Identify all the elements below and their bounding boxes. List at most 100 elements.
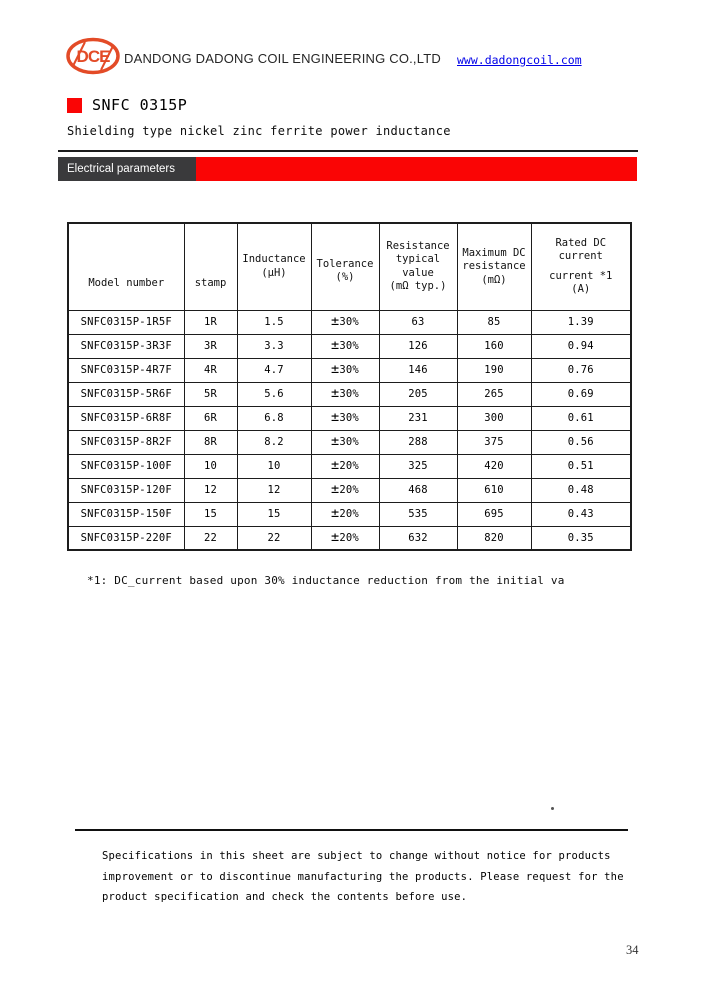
table-row: SNFC0315P-3R3F 3R 3.3 ±30% 126 160 0.94 <box>67 333 632 359</box>
table-cell: 0.43 <box>530 501 632 527</box>
plus-minus-sign: ± <box>331 385 340 401</box>
table-cell: 468 <box>378 477 458 503</box>
table-cell: SNFC0315P-3R3F <box>67 333 185 359</box>
table-cell: 0.48 <box>530 477 632 503</box>
table-cell: 1R <box>183 309 238 335</box>
plus-minus-sign: ± <box>331 457 340 473</box>
table-cell: 1.39 <box>530 309 632 335</box>
table-cell: 420 <box>456 453 532 479</box>
table-cell: 375 <box>456 429 532 455</box>
table-cell: 325 <box>378 453 458 479</box>
table-row: SNFC0315P-120F 12 12 ±20% 468 610 0.48 <box>67 477 632 503</box>
table-cell: 0.51 <box>530 453 632 479</box>
product-model-title: SNFC 0315P <box>92 96 188 114</box>
table-cell: 535 <box>378 501 458 527</box>
table-cell: 0.94 <box>530 333 632 359</box>
disclaimer-line: Specifications in this sheet are subject… <box>102 850 611 862</box>
table-cell: 205 <box>378 381 458 407</box>
table-cell: ±30% <box>310 429 380 455</box>
table-cell: 22 <box>236 525 312 551</box>
table-cell: 146 <box>378 357 458 383</box>
table-cell: 22 <box>183 525 238 551</box>
table-cell: 3R <box>183 333 238 359</box>
table-row: SNFC0315P-8R2F 8R 8.2 ±30% 288 375 0.56 <box>67 429 632 455</box>
table-cell: 0.35 <box>530 525 632 551</box>
disclaimer-line: product specification and check the cont… <box>102 891 468 903</box>
table-cell: SNFC0315P-150F <box>67 501 185 527</box>
table-header-row: Model number stamp Inductance (μH) Tolera… <box>67 222 632 311</box>
stray-dot <box>551 807 554 810</box>
table-cell: 6.8 <box>236 405 312 431</box>
plus-minus-sign: ± <box>331 481 340 497</box>
table-cell: 610 <box>456 477 532 503</box>
table-cell: SNFC0315P-4R7F <box>67 357 185 383</box>
table-row: SNFC0315P-220F 22 22 ±20% 632 820 0.35 <box>67 525 632 551</box>
table-cell: 12 <box>183 477 238 503</box>
section-banner-red-bar <box>196 157 637 181</box>
table-cell: ±20% <box>310 453 380 479</box>
table-cell: 190 <box>456 357 532 383</box>
table-cell: 300 <box>456 405 532 431</box>
footer-rule <box>75 829 628 831</box>
table-cell: ±30% <box>310 309 380 335</box>
top-rule <box>58 150 638 152</box>
table-cell: 695 <box>456 501 532 527</box>
table-row: SNFC0315P-5R6F 5R 5.6 ±30% 205 265 0.69 <box>67 381 632 407</box>
col-header-max-dc-resistance: Maximum DC resistance (mΩ) <box>456 222 532 311</box>
website-link[interactable]: www.dadongcoil.com <box>457 53 582 67</box>
plus-minus-sign: ± <box>331 409 340 425</box>
plus-minus-sign: ± <box>331 433 340 449</box>
product-description: Shielding type nickel zinc ferrite power… <box>67 124 451 138</box>
table-cell: 5R <box>183 381 238 407</box>
col-header-inductance: Inductance (μH) <box>236 222 312 311</box>
table-cell: 15 <box>236 501 312 527</box>
company-name: DANDONG DADONG COIL ENGINEERING CO.,LTD <box>124 51 441 66</box>
table-row: SNFC0315P-4R7F 4R 4.7 ±30% 146 190 0.76 <box>67 357 632 383</box>
table-cell: 10 <box>236 453 312 479</box>
table-cell: SNFC0315P-220F <box>67 525 185 551</box>
section-banner-label: Electrical parameters <box>58 157 196 181</box>
table-row: SNFC0315P-1R5F 1R 1.5 ±30% 63 85 1.39 <box>67 309 632 335</box>
table-cell: 12 <box>236 477 312 503</box>
footnote: *1: DC_current based upon 30% inductance… <box>87 574 565 587</box>
table-cell: 160 <box>456 333 532 359</box>
disclaimer: Specifications in this sheet are subject… <box>102 846 624 908</box>
table-cell: 6R <box>183 405 238 431</box>
company-logo: DCE <box>65 35 121 81</box>
table-cell: 63 <box>378 309 458 335</box>
table-cell: 85 <box>456 309 532 335</box>
table-cell: 632 <box>378 525 458 551</box>
table-cell: 5.6 <box>236 381 312 407</box>
plus-minus-sign: ± <box>331 361 340 377</box>
table-cell: 265 <box>456 381 532 407</box>
table-cell: SNFC0315P-1R5F <box>67 309 185 335</box>
page-number: 34 <box>626 943 639 957</box>
table-cell: SNFC0315P-100F <box>67 453 185 479</box>
table-cell: ±20% <box>310 525 380 551</box>
table-cell: SNFC0315P-5R6F <box>67 381 185 407</box>
plus-minus-sign: ± <box>331 528 340 545</box>
table-cell: 4.7 <box>236 357 312 383</box>
col-header-stamp: stamp <box>183 222 238 311</box>
table-cell: 15 <box>183 501 238 527</box>
table-cell: 126 <box>378 333 458 359</box>
table-cell: SNFC0315P-8R2F <box>67 429 185 455</box>
table-cell: 0.61 <box>530 405 632 431</box>
electrical-parameters-table: Model number stamp Inductance (μH) Tolera… <box>67 222 632 551</box>
plus-minus-sign: ± <box>331 505 340 521</box>
table-cell: 8.2 <box>236 429 312 455</box>
product-title-row: SNFC 0315P <box>67 96 187 114</box>
table-cell: 0.76 <box>530 357 632 383</box>
table-row: SNFC0315P-150F 15 15 ±20% 535 695 0.43 <box>67 501 632 527</box>
section-banner: Electrical parameters <box>58 157 637 181</box>
table-cell: SNFC0315P-6R8F <box>67 405 185 431</box>
table-cell: 3.3 <box>236 333 312 359</box>
plus-minus-sign: ± <box>331 337 340 353</box>
table-cell: 8R <box>183 429 238 455</box>
col-header-model-number: Model number <box>67 222 185 311</box>
table-cell: ±20% <box>310 501 380 527</box>
table-cell: 288 <box>378 429 458 455</box>
col-header-rated-dc-current: Rated DC current current *1 (A) <box>530 222 632 311</box>
table-cell: ±30% <box>310 405 380 431</box>
